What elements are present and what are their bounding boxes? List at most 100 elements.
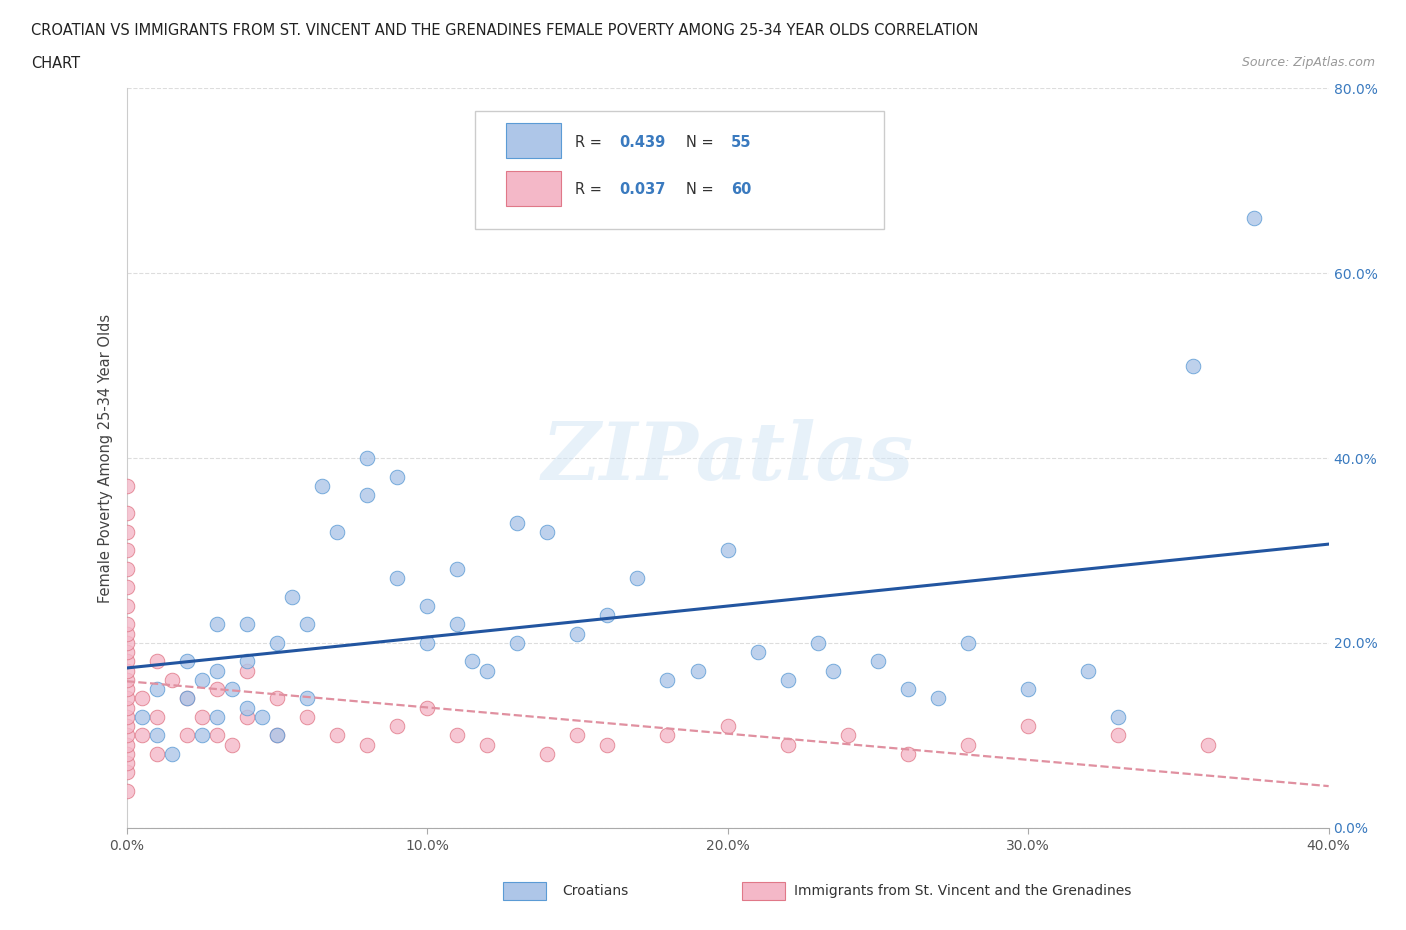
Point xyxy=(115,663,138,678)
Point xyxy=(266,728,288,743)
Text: Immigrants from St. Vincent and the Grenadines: Immigrants from St. Vincent and the Gren… xyxy=(794,884,1132,898)
Point xyxy=(475,663,498,678)
Point xyxy=(115,580,138,595)
Point xyxy=(131,728,153,743)
Point xyxy=(176,654,198,669)
Point xyxy=(190,728,212,743)
Point xyxy=(385,719,408,734)
Point xyxy=(145,728,167,743)
Point xyxy=(115,710,138,724)
Point xyxy=(461,654,484,669)
Point xyxy=(205,728,228,743)
Text: Croatians: Croatians xyxy=(562,884,628,898)
Point xyxy=(281,590,304,604)
Point xyxy=(115,719,138,734)
Point xyxy=(596,737,619,752)
Point xyxy=(356,450,378,465)
Point xyxy=(567,626,589,641)
Y-axis label: Female Poverty Among 25-34 Year Olds: Female Poverty Among 25-34 Year Olds xyxy=(98,313,114,603)
Text: CHART: CHART xyxy=(31,56,80,71)
Point xyxy=(221,682,243,697)
Point xyxy=(115,543,138,558)
Point xyxy=(115,562,138,577)
Point xyxy=(1182,358,1205,373)
Point xyxy=(205,682,228,697)
Point xyxy=(1077,663,1099,678)
Point xyxy=(416,700,439,715)
Point xyxy=(356,487,378,502)
Point xyxy=(115,626,138,641)
Point xyxy=(235,654,259,669)
Point xyxy=(115,700,138,715)
Point xyxy=(506,635,529,650)
Text: N =: N = xyxy=(686,135,718,150)
Point xyxy=(506,515,529,530)
Point xyxy=(776,737,799,752)
Point xyxy=(716,719,740,734)
Point xyxy=(927,691,949,706)
Point xyxy=(1107,728,1129,743)
Point xyxy=(115,617,138,631)
Point xyxy=(115,635,138,650)
Point xyxy=(475,737,498,752)
FancyBboxPatch shape xyxy=(475,111,884,229)
Point xyxy=(536,525,558,539)
Point xyxy=(657,672,679,687)
Point xyxy=(821,663,844,678)
Point xyxy=(115,737,138,752)
Point xyxy=(205,663,228,678)
Text: R =: R = xyxy=(575,182,606,197)
Point xyxy=(807,635,830,650)
Point xyxy=(115,506,138,521)
FancyBboxPatch shape xyxy=(506,170,561,206)
Point xyxy=(190,672,212,687)
Point xyxy=(747,644,769,659)
Point xyxy=(145,682,167,697)
Point xyxy=(190,710,212,724)
Point xyxy=(1017,719,1039,734)
Text: ZIPatlas: ZIPatlas xyxy=(541,419,914,497)
Point xyxy=(221,737,243,752)
Point xyxy=(536,746,558,761)
Point xyxy=(160,672,183,687)
Point xyxy=(131,710,153,724)
Point xyxy=(716,543,740,558)
FancyBboxPatch shape xyxy=(503,882,546,900)
Point xyxy=(567,728,589,743)
Point xyxy=(446,562,468,577)
Point xyxy=(446,617,468,631)
Text: 60: 60 xyxy=(731,182,752,197)
Point xyxy=(295,691,318,706)
Text: 0.439: 0.439 xyxy=(620,135,665,150)
Point xyxy=(326,728,349,743)
Point xyxy=(115,644,138,659)
Point xyxy=(235,700,259,715)
Point xyxy=(115,478,138,493)
Point xyxy=(205,710,228,724)
Point xyxy=(115,755,138,770)
Point xyxy=(446,728,468,743)
Point xyxy=(385,571,408,586)
Point xyxy=(266,728,288,743)
Point xyxy=(115,691,138,706)
Point xyxy=(295,710,318,724)
Point xyxy=(235,663,259,678)
Point xyxy=(115,654,138,669)
Point xyxy=(311,478,333,493)
Point xyxy=(115,764,138,779)
Point xyxy=(956,737,979,752)
Point xyxy=(176,691,198,706)
Point xyxy=(837,728,859,743)
Point xyxy=(295,617,318,631)
Point xyxy=(866,654,889,669)
Point xyxy=(115,746,138,761)
Point xyxy=(596,607,619,622)
Point xyxy=(266,691,288,706)
Point xyxy=(176,728,198,743)
Point xyxy=(1197,737,1219,752)
Point xyxy=(235,710,259,724)
Point xyxy=(250,710,273,724)
Point xyxy=(897,746,920,761)
Point xyxy=(131,691,153,706)
Point xyxy=(205,617,228,631)
